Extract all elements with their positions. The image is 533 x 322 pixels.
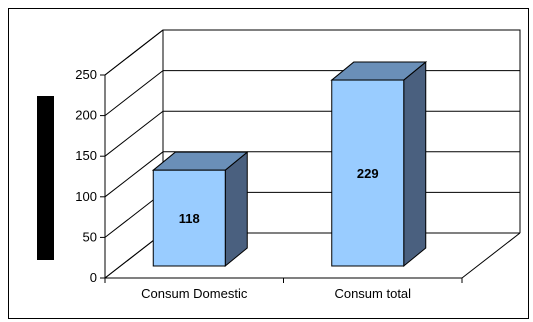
gridline bbox=[104, 29, 520, 76]
gridline bbox=[104, 110, 520, 157]
chart-frame bbox=[8, 8, 529, 319]
bar-front bbox=[331, 79, 405, 267]
bar bbox=[330, 60, 428, 268]
category-label: Consum Domestic bbox=[141, 286, 248, 301]
floor-right-edge bbox=[461, 232, 521, 279]
y-tick-label: 200 bbox=[75, 108, 97, 123]
y-tick-label: 50 bbox=[83, 229, 97, 244]
gridline bbox=[104, 70, 520, 116]
y-axis: 0 50 100 150 200 250 bbox=[75, 67, 463, 285]
bar-side bbox=[224, 151, 248, 268]
y-tick-label: 250 bbox=[75, 67, 97, 82]
bars bbox=[151, 60, 428, 268]
y-tick-label: 0 bbox=[90, 270, 97, 285]
y-tick-label: 100 bbox=[75, 189, 97, 204]
bar bbox=[151, 151, 249, 268]
bar-value-label: 229 bbox=[357, 166, 379, 181]
bar-side bbox=[403, 60, 427, 268]
y-tick-label: 150 bbox=[75, 148, 97, 163]
category-label: Consum total bbox=[334, 286, 411, 301]
legend-swatch bbox=[37, 96, 54, 260]
bar-value-label: 118 bbox=[179, 211, 200, 226]
labels: 118 Consum Domestic 229 Consum total bbox=[141, 166, 411, 301]
bar-front bbox=[152, 169, 226, 267]
